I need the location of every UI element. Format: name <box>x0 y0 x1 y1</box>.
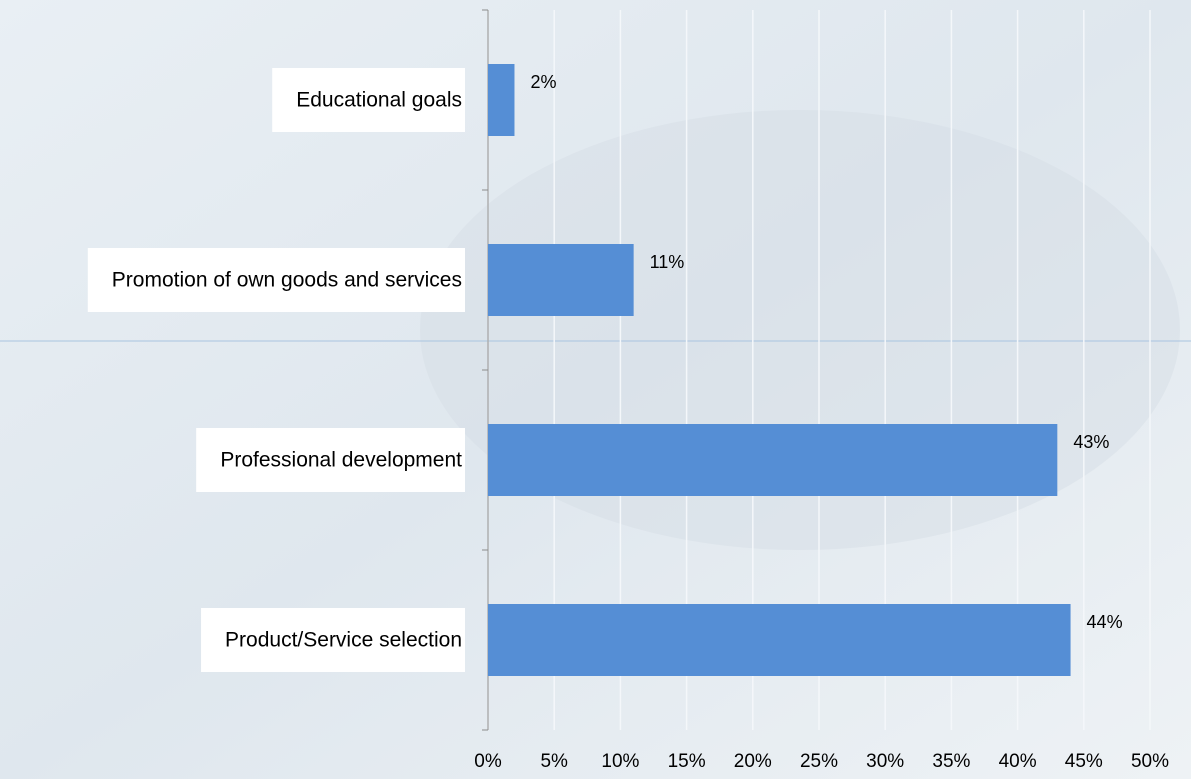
x-tick-label: 15% <box>668 751 706 772</box>
x-tick-label: 20% <box>734 751 772 772</box>
x-tick-label: 35% <box>932 751 970 772</box>
bar <box>488 64 515 136</box>
value-label: 2% <box>530 72 556 92</box>
x-tick-label: 50% <box>1131 751 1169 772</box>
bar <box>488 424 1058 496</box>
label-box <box>196 428 465 492</box>
label-box <box>272 68 465 132</box>
y-tick-label: Professional development <box>220 449 462 472</box>
y-tick-label: Promotion of own goods and services <box>112 269 462 292</box>
x-tick-label: 30% <box>866 751 904 772</box>
x-tick-label: 0% <box>474 751 502 772</box>
x-tick-label: 40% <box>999 751 1037 772</box>
x-tick-label: 25% <box>800 751 838 772</box>
y-tick-label: Product/Service selection <box>225 629 462 652</box>
x-tick-label: 10% <box>601 751 639 772</box>
x-tick-label: 45% <box>1065 751 1103 772</box>
value-label: 44% <box>1087 612 1123 632</box>
label-box <box>201 608 465 672</box>
label-box <box>87 248 465 312</box>
value-label: 11% <box>650 252 685 272</box>
x-tick-label: 5% <box>540 751 568 772</box>
value-label: 43% <box>1073 432 1109 452</box>
y-tick-label: Educational goals <box>296 89 462 112</box>
bar <box>488 244 634 316</box>
bar <box>488 604 1071 676</box>
